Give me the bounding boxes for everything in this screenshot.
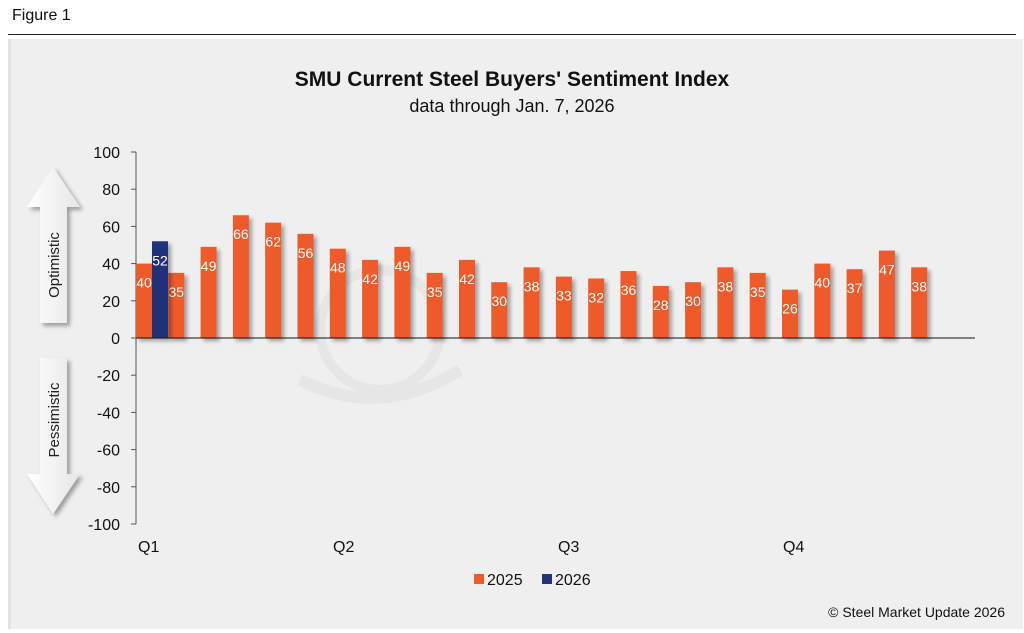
data-label: 56: [298, 245, 314, 261]
down-arrow-icon: [27, 358, 80, 514]
pessimistic-arrow: [27, 358, 80, 514]
data-label: 35: [427, 284, 443, 300]
bars: 40 35 49 66 62 56 48 42 49 35 42 30 38 33 32 36 28 30 38 35…: [136, 215, 928, 338]
legend-label-2026: 2026: [555, 572, 591, 589]
bar-2025: [459, 259, 475, 338]
data-label: 37: [847, 280, 863, 296]
y-tick-label: 0: [111, 331, 120, 348]
y-tick-label: -20: [97, 368, 120, 385]
bar-2025: [491, 282, 508, 338]
bar-2025: [652, 285, 669, 338]
y-tick-label: -80: [97, 480, 120, 497]
y-axis: 100 80 60 40 20 0 -20 -40 -60 -80 -100: [88, 145, 137, 534]
x-quarter-label: Q4: [783, 539, 804, 556]
bar-2025: [685, 282, 702, 338]
bar-2025: [588, 278, 605, 338]
y-tick-label: 100: [93, 145, 120, 162]
figure-label: Figure 1: [12, 7, 71, 24]
x-quarter-label: Q2: [333, 539, 354, 556]
y-tick-label: -60: [97, 443, 120, 460]
up-arrow-icon: [27, 167, 80, 323]
data-label: 49: [395, 258, 411, 274]
data-label: 62: [265, 234, 281, 250]
optimistic-label: Optimistic: [46, 232, 63, 298]
y-tick-label: 40: [102, 257, 120, 274]
bar-2025: [911, 267, 928, 338]
bar-2025: [297, 233, 314, 338]
bar-2025: [232, 215, 249, 338]
y-tick-label: 20: [102, 294, 120, 311]
watermark-arc-icon: [297, 364, 464, 404]
bar-2025: [329, 248, 346, 338]
data-label: 40: [815, 275, 831, 291]
data-label: 49: [201, 258, 217, 274]
data-label: 38: [911, 278, 927, 294]
bar-2025: [717, 267, 734, 338]
data-label: 36: [621, 282, 637, 298]
bar-2025: [265, 222, 282, 338]
optimistic-arrow: [27, 167, 80, 323]
data-label: 48: [330, 260, 346, 276]
bar-2025: [846, 269, 863, 338]
bar-2025: [136, 263, 152, 338]
bar-2025: [394, 246, 411, 338]
data-label: 40: [136, 275, 152, 291]
data-label: 30: [492, 293, 508, 309]
y-tick-label: 60: [102, 219, 120, 236]
data-label: 42: [362, 271, 378, 287]
bar-2025: [362, 259, 379, 338]
chart-subtitle: data through Jan. 7, 2026: [409, 96, 614, 116]
quarter-labels: Q1 Q2 Q3 Q4: [138, 539, 804, 556]
data-label: 52: [152, 252, 168, 268]
x-quarter-label: Q3: [558, 539, 579, 556]
data-label: 66: [233, 226, 249, 242]
chart-title: SMU Current Steel Buyers' Sentiment Inde…: [295, 68, 730, 91]
bar-2025: [200, 246, 217, 338]
data-label: 35: [750, 284, 766, 300]
data-label: 47: [879, 262, 895, 278]
legend-swatch-2025: [474, 574, 484, 584]
legend-swatch-2026: [542, 574, 552, 584]
data-label: 32: [588, 289, 604, 305]
data-label: 38: [718, 278, 734, 294]
bar-2025: [878, 250, 895, 338]
bar-2025: [523, 267, 540, 338]
bar-2025: [749, 272, 766, 338]
data-label: 28: [653, 297, 669, 313]
y-tick-label: -100: [88, 517, 120, 534]
data-label: 30: [685, 293, 701, 309]
bar-2025: [426, 272, 443, 338]
data-label: 35: [169, 284, 185, 300]
data-label: 42: [459, 271, 475, 287]
bar-2025: [814, 263, 831, 338]
y-tick-label: -40: [97, 405, 120, 422]
bar-2025: [620, 271, 637, 338]
pessimistic-label: Pessimistic: [46, 382, 63, 458]
data-label: 26: [782, 301, 798, 317]
legend: 2025 2026: [474, 572, 591, 589]
data-label: 33: [556, 288, 572, 304]
header-rule: [8, 34, 1016, 35]
y-tick-label: 80: [102, 182, 120, 199]
bar-2026: [152, 241, 168, 338]
copyright: © Steel Market Update 2026: [828, 604, 1005, 620]
x-quarter-label: Q1: [138, 539, 159, 556]
legend-label-2025: 2025: [487, 572, 523, 589]
bar-2025: [782, 289, 798, 338]
bar-2025: [555, 276, 572, 338]
data-label: 38: [524, 278, 540, 294]
bar-2025: [168, 272, 185, 338]
